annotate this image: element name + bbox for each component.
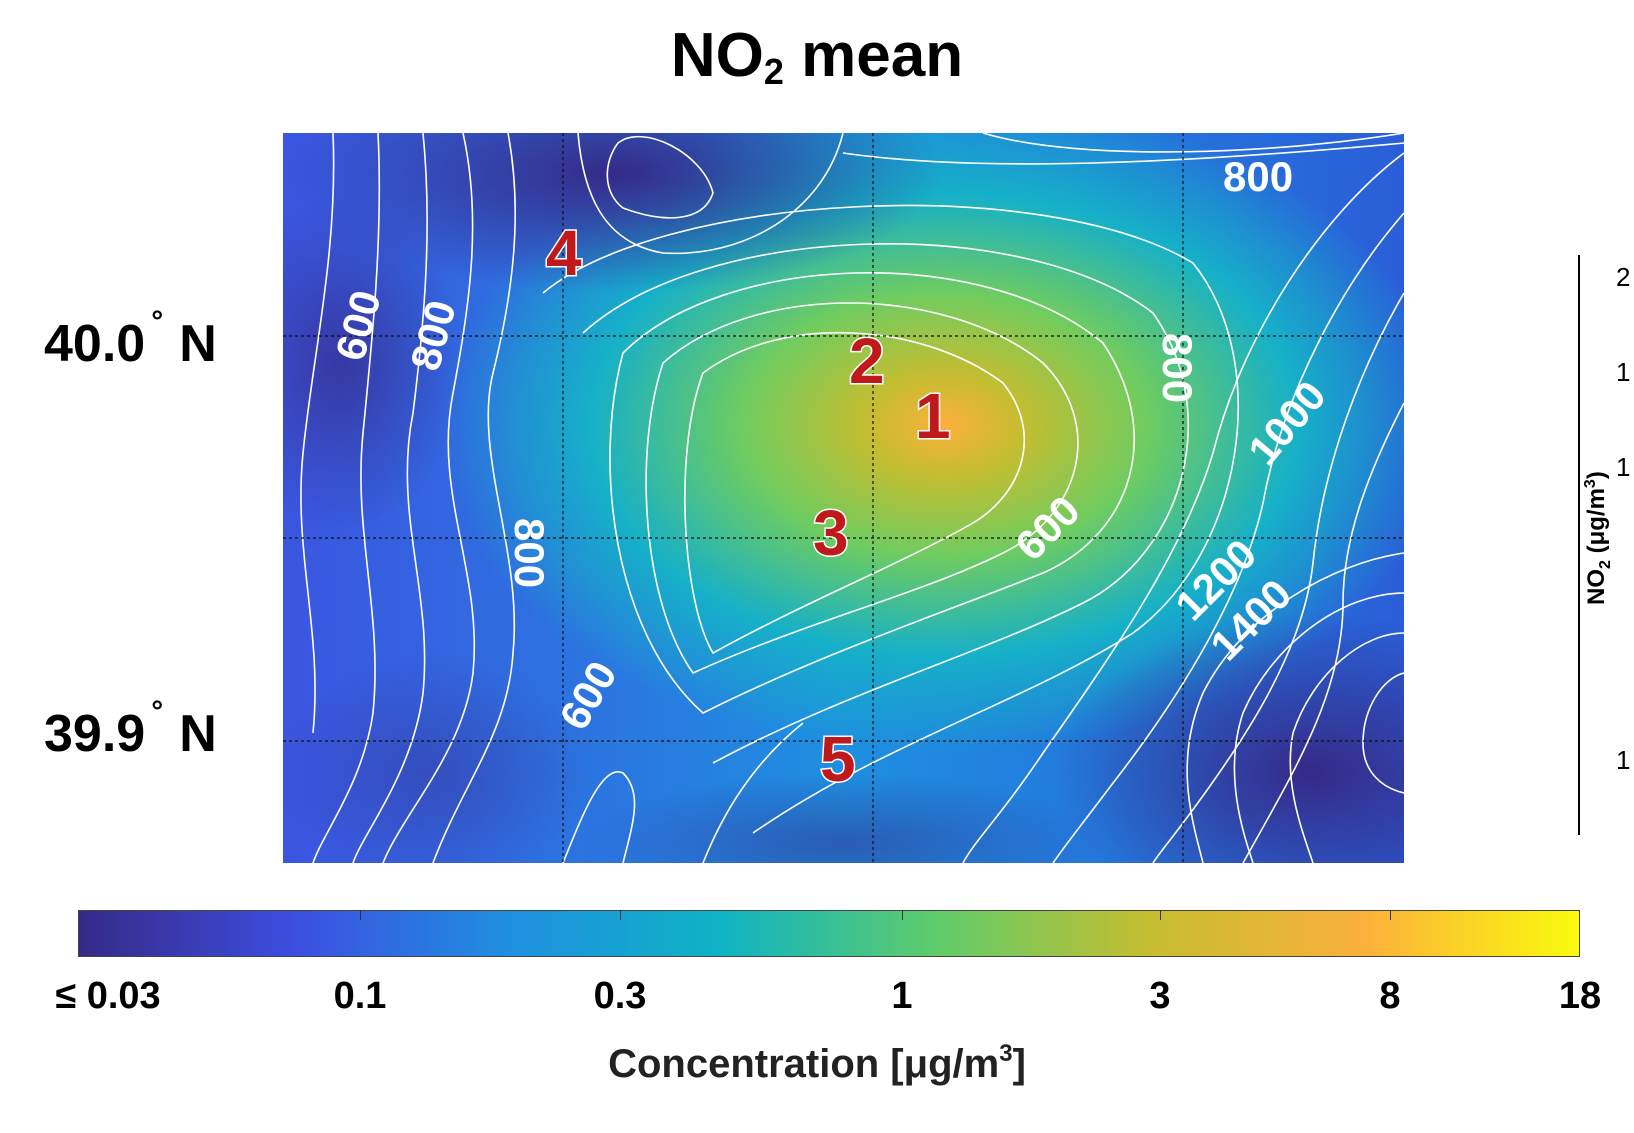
colorbar-tick-mark [1160, 910, 1161, 920]
grid-lines [283, 133, 1404, 863]
colorbar-tick-mark [902, 910, 903, 920]
side-axis-tick-label: 1 [1616, 452, 1631, 482]
chart-title: NO2 mean [670, 21, 964, 92]
colorbar-tick-mark [620, 910, 621, 920]
colorbar-tick-mark [360, 910, 361, 920]
colorbar-tick-label: ≤ 0.03 [55, 975, 161, 1017]
site-marker-3: 3 [813, 497, 849, 569]
adjacent-panel-axis [1578, 255, 1630, 835]
colorbar-tick-label: 8 [1379, 975, 1401, 1017]
site-marker-4: 4 [546, 217, 582, 289]
colorbar-tick-label: 18 [1558, 975, 1602, 1017]
site-marker-5: 5 [820, 723, 856, 795]
colorbar-label: Concentration [μg/m3] [608, 1040, 1026, 1086]
contour-label: 800 [1154, 333, 1201, 403]
contour-lines [300, 133, 1404, 863]
colorbar [78, 910, 1580, 957]
colorbar-tick-mark [1390, 910, 1391, 920]
colorbar-tick-label: 1 [891, 975, 913, 1017]
site-markers: 4 2 1 3 5 [545, 216, 953, 797]
colorbar-tick-label: 3 [1149, 975, 1171, 1017]
side-axis-tick-label: 2 [1616, 262, 1631, 292]
contour-label: 800 [1223, 153, 1293, 200]
latitude-tick-label-39-9: 39.9 ° N [44, 695, 217, 763]
colorbar-tick-label: 0.1 [333, 975, 387, 1017]
latitude-tick-label-40: 40.0 ° N [44, 305, 217, 373]
side-axis-tick-label: 1 [1616, 745, 1631, 775]
site-marker-2: 2 [849, 325, 885, 397]
side-axis-tick-label: 1 [1616, 357, 1631, 387]
colorbar-tick-label: 0.3 [593, 975, 647, 1017]
concentration-map: 800 600 800 800 1000 600 800 1200 1400 6… [283, 133, 1404, 863]
contour-label: 800 [506, 518, 553, 588]
site-marker-1: 1 [915, 380, 951, 452]
side-axis-label: NO2 (μg/m3) [1582, 471, 1614, 605]
